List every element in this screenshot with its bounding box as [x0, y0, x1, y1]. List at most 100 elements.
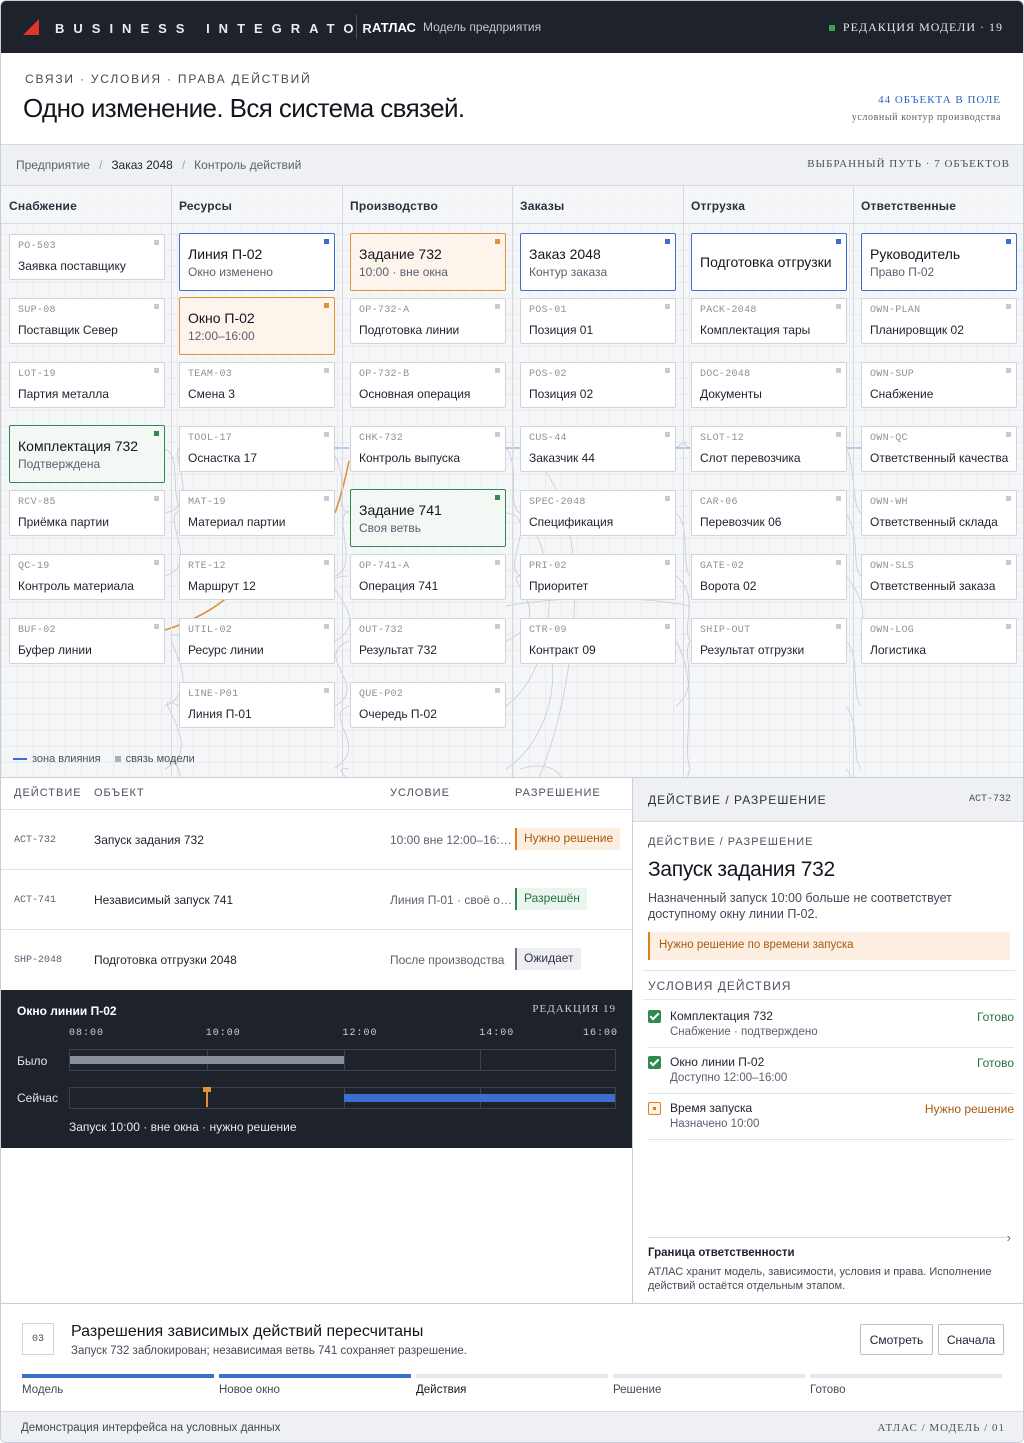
node-card[interactable]: OWN-SLS Ответственный заказа [861, 554, 1017, 600]
footer-path: АТЛАС / МОДЕЛЬ / 01 [877, 1422, 1005, 1434]
node-status-dot-icon [1006, 496, 1011, 501]
node-card[interactable]: DOC-2048 Документы [691, 362, 847, 408]
node-status-dot-icon [154, 368, 159, 373]
node-card[interactable]: POS-01 Позиция 01 [520, 298, 676, 344]
node-card[interactable]: CTR-09 Контракт 09 [520, 618, 676, 664]
column-header-object: ОБЪЕКТ [94, 787, 145, 799]
view-button[interactable]: Смотреть [860, 1324, 933, 1355]
node-card[interactable]: OWN-PLAN Планировщик 02 [861, 298, 1017, 344]
highlighted-node-card[interactable]: Руководитель Право П-02 [861, 233, 1017, 291]
node-card[interactable]: BUF-02 Буфер линии [9, 618, 165, 664]
node-card[interactable]: SUP-08 Поставщик Север [9, 298, 165, 344]
node-status-dot-icon [154, 560, 159, 565]
node-card[interactable]: PO-503 Заявка поставщику [9, 234, 165, 280]
footer-note: Демонстрация интерфейса на условных данн… [21, 1422, 281, 1434]
step-label[interactable]: Решение [613, 1384, 662, 1396]
node-subtitle: Контур заказа [529, 265, 608, 279]
node-status-dot-icon [836, 368, 841, 373]
node-card[interactable]: SPEC-2048 Спецификация [520, 490, 676, 536]
node-card[interactable]: SLOT-12 Слот перевозчика [691, 426, 847, 472]
detail-description: Назначенный запуск 10:00 больше не соотв… [648, 891, 952, 921]
node-status-dot-icon [495, 368, 500, 373]
node-card[interactable]: OP-732-B Основная операция [350, 362, 506, 408]
node-label: Заказчик 44 [529, 451, 595, 465]
node-status-dot-icon [836, 239, 841, 244]
action-id: ACT-741 [14, 895, 57, 906]
condition-title: Комплектация 732 [670, 1009, 773, 1023]
node-card[interactable]: TEAM-03 Смена 3 [179, 362, 335, 408]
node-subtitle: 10:00 · вне окна [359, 265, 448, 279]
highlighted-node-card[interactable]: Подготовка отгрузки [691, 233, 847, 291]
node-card[interactable]: RTE-12 Маршрут 12 [179, 554, 335, 600]
step-label[interactable]: Действия [416, 1384, 467, 1396]
step-label[interactable]: Модель [22, 1384, 64, 1396]
node-card[interactable]: OP-741-A Операция 741 [350, 554, 506, 600]
highlighted-node-card[interactable]: Заказ 2048 Контур заказа [520, 233, 676, 291]
action-object: Подготовка отгрузки 2048 [94, 953, 237, 967]
node-card[interactable]: LOT-19 Партия металла [9, 362, 165, 408]
node-title: Руководитель [870, 246, 961, 262]
highlighted-node-card[interactable]: Задание 732 10:00 · вне окна [350, 233, 506, 291]
node-card[interactable]: POS-02 Позиция 02 [520, 362, 676, 408]
node-status-dot-icon [495, 624, 500, 629]
node-title: Окно П-02 [188, 310, 255, 326]
step-label[interactable]: Новое окно [219, 1384, 280, 1396]
node-card[interactable]: CHK-732 Контроль выпуска [350, 426, 506, 472]
table-row[interactable]: ACT-732 Запуск задания 732 10:00 вне 12:00… [1, 809, 632, 869]
node-card[interactable]: OWN-SUP Снабжение [861, 362, 1017, 408]
node-card[interactable]: PACK-2048 Комплектация тары [691, 298, 847, 344]
node-status-dot-icon [665, 624, 670, 629]
node-title: Подготовка отгрузки [700, 254, 832, 270]
node-label: Результат отгрузки [700, 643, 805, 657]
node-status-dot-icon [495, 495, 500, 500]
node-status-dot-icon [1006, 624, 1011, 629]
highlighted-node-card[interactable]: Окно П-02 12:00–16:00 [179, 297, 335, 355]
node-card[interactable]: QC-19 Контроль материала [9, 554, 165, 600]
node-id: RCV-85 [18, 497, 56, 508]
table-row[interactable]: SHP-2048 Подготовка отгрузки 2048 После пр… [1, 929, 632, 989]
node-id: QUE-P02 [359, 689, 404, 700]
node-card[interactable]: CUS-44 Заказчик 44 [520, 426, 676, 472]
highlighted-node-card[interactable]: Комплектация 732 Подтверждена [9, 425, 165, 483]
node-card[interactable]: OWN-QC Ответственный качества [861, 426, 1017, 472]
condition-title: Окно линии П-02 [670, 1055, 765, 1069]
node-card[interactable]: OWN-LOG Логистика [861, 618, 1017, 664]
action-condition: 10:00 вне 12:00–16:00 [390, 833, 512, 847]
node-card[interactable]: OWN-WH Ответственный склада [861, 490, 1017, 536]
breadcrumb-item-order[interactable]: Заказ 2048 [111, 158, 173, 172]
node-card[interactable]: LINE-P01 Линия П-01 [179, 682, 335, 728]
node-label: Ответственный заказа [870, 579, 996, 593]
node-status-dot-icon [665, 496, 670, 501]
node-card[interactable]: OUT-732 Результат 732 [350, 618, 506, 664]
node-card[interactable]: GATE-02 Ворота 02 [691, 554, 847, 600]
highlighted-node-card[interactable]: Линия П-02 Окно изменено [179, 233, 335, 291]
breadcrumb-item-enterprise[interactable]: Предприятие [16, 158, 90, 172]
node-card[interactable]: UTIL-02 Ресурс линии [179, 618, 335, 664]
step-label[interactable]: Готово [810, 1384, 846, 1396]
node-card[interactable]: QUE-P02 Очередь П-02 [350, 682, 506, 728]
node-id: OWN-SLS [870, 561, 915, 572]
timeline-gridline [343, 1050, 345, 1070]
node-status-dot-icon [324, 303, 329, 308]
node-label: Приёмка партии [18, 515, 109, 529]
node-id: UTIL-02 [188, 625, 233, 636]
node-card[interactable]: OP-732-A Подготовка линии [350, 298, 506, 344]
node-card[interactable]: MAT-19 Материал партии [179, 490, 335, 536]
highlighted-node-card[interactable]: Задание 741 Своя ветвь [350, 489, 506, 547]
node-card[interactable]: SHIP-OUT Результат отгрузки [691, 618, 847, 664]
node-status-dot-icon [1006, 560, 1011, 565]
column-header-resolution: РАЗРЕШЕНИЕ [515, 787, 601, 799]
condition-status: Нужно решение [924, 1102, 1014, 1116]
table-row[interactable]: ACT-741 Независимый запуск 741 Линия П-01 … [1, 869, 632, 929]
restart-button[interactable]: Сначала [938, 1324, 1004, 1355]
node-card[interactable]: TOOL-17 Оснастка 17 [179, 426, 335, 472]
node-card[interactable]: PRI-02 Приоритет [520, 554, 676, 600]
breadcrumb-item-control[interactable]: Контроль действий [194, 158, 302, 172]
node-id: PACK-2048 [700, 305, 757, 316]
node-card[interactable]: RCV-85 Приёмка партии [9, 490, 165, 536]
node-status-dot-icon [324, 239, 329, 244]
chevron-right-icon[interactable]: › [1006, 1230, 1011, 1245]
node-status-dot-icon [1006, 304, 1011, 309]
node-card[interactable]: CAR-06 Перевозчик 06 [691, 490, 847, 536]
node-status-dot-icon [665, 432, 670, 437]
